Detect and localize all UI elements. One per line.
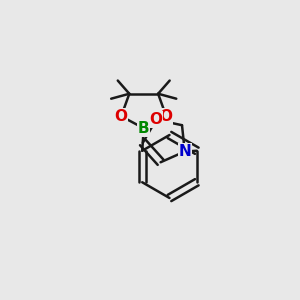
- Text: O: O: [160, 109, 173, 124]
- Text: B: B: [138, 121, 149, 136]
- Text: O: O: [115, 109, 128, 124]
- Text: O: O: [150, 112, 163, 127]
- Text: N: N: [178, 144, 191, 159]
